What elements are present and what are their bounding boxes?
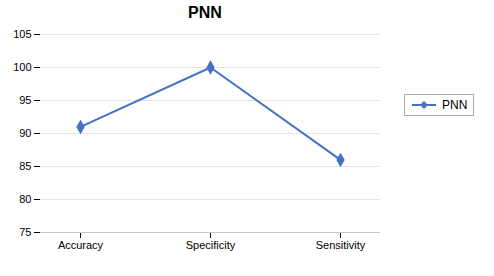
svg-text:75: 75 — [19, 226, 31, 238]
svg-text:80: 80 — [19, 193, 31, 205]
svg-text:90: 90 — [19, 127, 31, 139]
svg-text:105: 105 — [13, 28, 31, 40]
svg-text:100: 100 — [13, 61, 31, 73]
svg-text:Specificity: Specificity — [186, 239, 236, 251]
svg-text:Accuracy: Accuracy — [58, 239, 104, 251]
svg-text:95: 95 — [19, 94, 31, 106]
html-text:PNN: PNN — [188, 4, 222, 21]
svg-text:85: 85 — [19, 160, 31, 172]
svg-text:Sensitivity: Sensitivity — [316, 239, 366, 251]
html-text:PNN: PNN — [442, 98, 468, 112]
